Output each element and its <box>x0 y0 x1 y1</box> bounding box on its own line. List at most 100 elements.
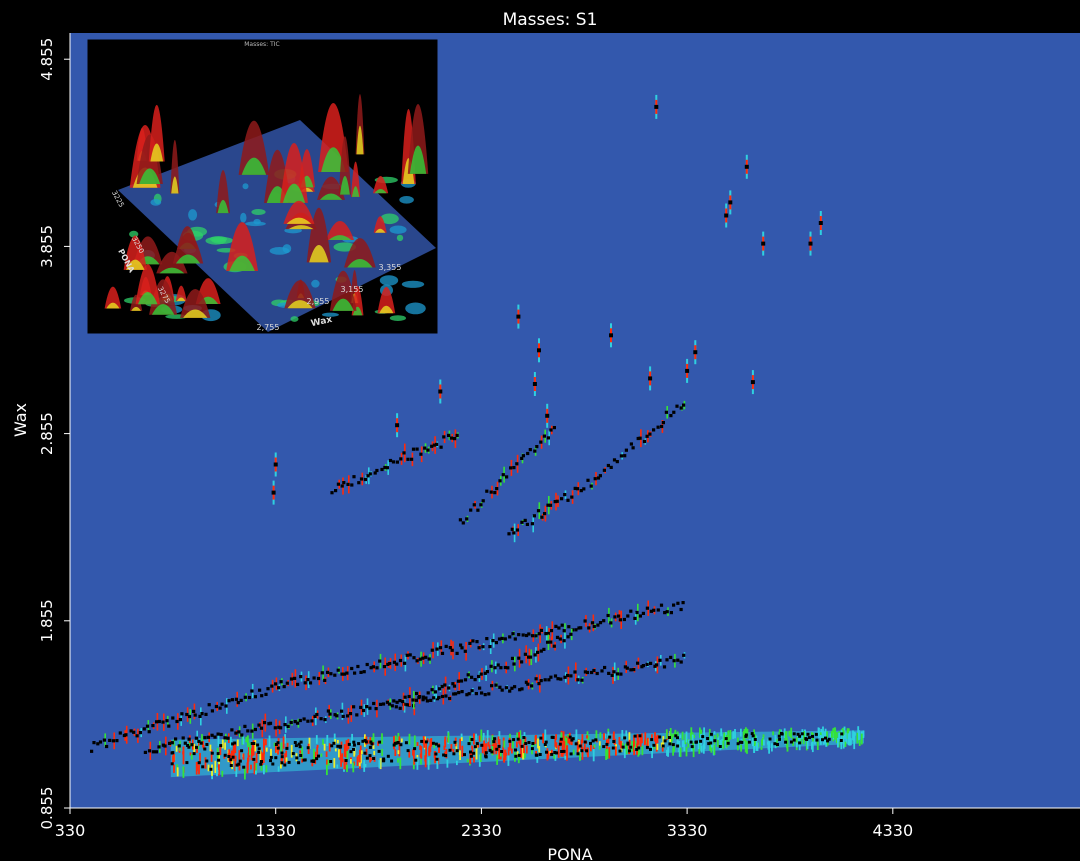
band-peak-marker <box>473 745 477 749</box>
inset-bump <box>380 213 399 225</box>
series-peak-marker <box>554 624 558 628</box>
series-peak-marker <box>619 672 623 676</box>
band-peak-marker <box>522 736 526 739</box>
band-streak <box>713 731 716 735</box>
series-peak-marker <box>629 442 633 446</box>
series-peak-marker <box>460 646 464 650</box>
band-streak <box>373 750 376 756</box>
peak-marker <box>818 221 823 225</box>
band-streak <box>605 748 607 760</box>
band-peak-marker <box>295 756 299 760</box>
series-peak-marker <box>562 629 566 633</box>
series-peak-marker <box>503 665 507 670</box>
inset-peak-base <box>282 183 306 203</box>
series-peak-marker <box>381 702 386 706</box>
inset-peak-base <box>175 254 201 264</box>
band-streak <box>534 735 537 745</box>
band-peak-marker <box>571 737 575 741</box>
series-peak-marker <box>286 724 290 728</box>
series-peak-marker <box>549 428 553 432</box>
series-peak-marker <box>352 705 356 709</box>
series-peak-marker <box>475 640 479 644</box>
band-streak <box>690 727 693 740</box>
band-streak <box>720 728 723 737</box>
band-streak <box>587 748 589 758</box>
series-peak-marker <box>362 670 366 674</box>
band-streak <box>685 731 688 743</box>
series-peak-marker <box>452 692 456 696</box>
band-streak <box>260 754 263 761</box>
series-peak-marker <box>124 733 128 737</box>
series-peak-marker <box>359 705 363 709</box>
band-streak <box>290 744 293 758</box>
band-streak <box>434 753 436 764</box>
series-peak-marker <box>596 623 600 627</box>
series-peak-marker <box>285 681 289 685</box>
series-peak-marker <box>395 700 399 704</box>
band-streak <box>399 757 402 770</box>
band-streak <box>352 762 355 773</box>
series-peak-marker <box>459 643 463 647</box>
inset-bump <box>389 225 407 234</box>
inset-bump <box>311 279 320 288</box>
band-streak <box>560 751 563 757</box>
series-peak-marker <box>480 691 484 695</box>
series-peak-marker <box>395 662 399 666</box>
series-peak-marker <box>296 682 300 686</box>
band-peak-marker <box>585 749 589 753</box>
band-peak-marker <box>618 749 622 753</box>
inset-peak <box>148 104 165 162</box>
band-streak <box>519 739 522 750</box>
series-peak-marker <box>619 454 623 458</box>
series-peak-marker <box>576 678 580 682</box>
series-peak-marker <box>340 709 344 713</box>
series-peak-marker <box>315 712 319 717</box>
peak-marker <box>273 462 278 467</box>
series-peak-marker <box>470 675 474 679</box>
series-peak-marker <box>600 669 604 673</box>
series-peak-marker <box>289 677 294 681</box>
series-peak-marker <box>534 634 538 638</box>
band-streak <box>636 733 639 747</box>
band-peak-marker <box>811 734 814 738</box>
series-peak-marker <box>250 689 254 693</box>
band-streak <box>862 730 865 737</box>
series-peak-marker <box>253 695 257 699</box>
band-streak <box>604 733 606 739</box>
series-peak-marker <box>613 615 617 619</box>
band-streak <box>623 748 626 759</box>
series-peak-marker <box>356 664 360 669</box>
band-streak <box>732 731 735 739</box>
band-peak-marker <box>297 761 301 765</box>
inset-peak-base <box>332 298 354 311</box>
series-peak-marker <box>399 457 403 461</box>
series-peak-marker <box>517 633 521 637</box>
series-peak-marker <box>625 666 629 670</box>
series-peak-marker <box>391 460 396 464</box>
series-peak-marker <box>250 729 254 733</box>
x-tick-label: 1330 <box>255 821 296 840</box>
band-peak-marker <box>298 745 302 749</box>
band-peak-marker <box>406 749 410 753</box>
band-peak-marker <box>661 744 665 748</box>
series-peak-marker <box>544 632 548 636</box>
band-streak <box>587 735 590 741</box>
band-peak-marker <box>431 741 435 745</box>
band-streak <box>564 755 567 760</box>
band-streak <box>477 743 480 748</box>
series-peak-marker <box>342 481 346 485</box>
series-peak-marker <box>506 666 510 670</box>
series-peak-marker <box>483 693 487 697</box>
chart-title: Masses: S1 <box>503 10 598 30</box>
band-peak-marker <box>578 744 582 748</box>
series-peak-marker <box>590 670 594 675</box>
band-streak <box>753 740 755 753</box>
band-streak <box>523 743 525 754</box>
band-peak-marker <box>223 753 227 757</box>
series-peak-marker <box>563 493 567 497</box>
band-peak-marker <box>792 732 796 736</box>
band-streak <box>469 736 472 745</box>
series-peak-marker <box>374 707 378 711</box>
series-peak-marker <box>536 650 540 654</box>
series-peak-marker <box>636 661 640 665</box>
